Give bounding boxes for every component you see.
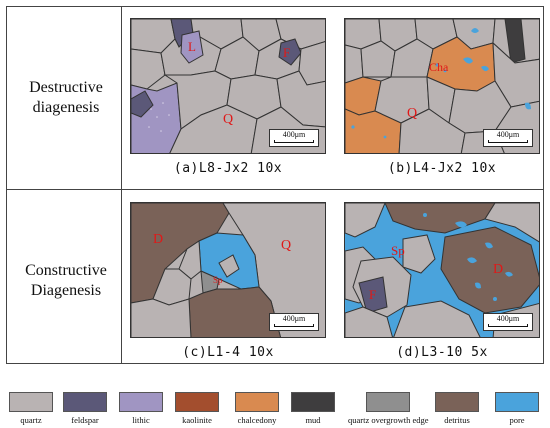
grain-label: L xyxy=(188,39,196,54)
grain-label: Sp xyxy=(391,243,405,258)
column-divider xyxy=(121,6,122,364)
scale-label: 400μm xyxy=(282,130,306,139)
legend-label: detritus xyxy=(444,415,470,425)
grain-label: D xyxy=(493,262,503,277)
row-label-constructive: Constructive Diagenesis xyxy=(8,261,124,301)
row-divider xyxy=(6,189,544,190)
scale-bar: 400μm xyxy=(269,313,319,331)
legend-label: quartz overgrowth edge xyxy=(348,415,429,425)
legend-swatch xyxy=(366,392,410,412)
panel-caption: (a)L8-Jx2 10x xyxy=(173,161,283,176)
legend-item: feldspar xyxy=(54,392,116,425)
grain-label: F xyxy=(283,45,290,60)
scale-label: 400μm xyxy=(282,314,306,323)
legend-swatch xyxy=(235,392,279,412)
panel-d: Sp F D 400μm xyxy=(344,202,540,338)
legend-item: detritus xyxy=(426,392,488,425)
panel-caption: (c)L1-4 10x xyxy=(182,345,274,360)
grain-label: Q xyxy=(223,112,233,127)
grain-label: Sp xyxy=(213,275,223,285)
panel-a: L F Q 400μm xyxy=(130,18,326,154)
legend-swatch xyxy=(175,392,219,412)
legend-item: mud xyxy=(282,392,344,425)
thin-section-a: L F Q xyxy=(131,19,325,153)
legend-swatch xyxy=(119,392,163,412)
legend-item: kaolinite xyxy=(166,392,228,425)
thin-section-b: Cha Q xyxy=(345,19,539,153)
legend-label: chalcedony xyxy=(237,415,277,425)
grain-label: Cha xyxy=(429,60,449,74)
legend-item: pore xyxy=(486,392,548,425)
grain-label: Q xyxy=(281,238,291,253)
legend-swatch xyxy=(291,392,335,412)
scale-bar: 400μm xyxy=(483,313,533,331)
grain-label: F xyxy=(369,287,376,302)
legend-label: feldspar xyxy=(71,415,99,425)
legend-label: lithic xyxy=(132,415,150,425)
legend-item: lithic xyxy=(110,392,172,425)
legend: quartz feldspar lithic kaolinite chalced… xyxy=(0,392,550,428)
scale-bar: 400μm xyxy=(483,129,533,147)
legend-item: quartz xyxy=(0,392,62,425)
legend-label: mud xyxy=(305,415,321,425)
scale-label: 400μm xyxy=(496,314,520,323)
row-label-line: diagenesis xyxy=(32,99,100,116)
legend-label: kaolinite xyxy=(182,415,212,425)
row-label-line: Constructive xyxy=(25,262,107,279)
legend-item: chalcedony xyxy=(226,392,288,425)
row-label-line: Destructive xyxy=(29,79,103,96)
scale-label: 400μm xyxy=(496,130,520,139)
legend-item: quartz overgrowth edge xyxy=(348,392,429,425)
legend-label: quartz xyxy=(20,415,42,425)
legend-swatch xyxy=(63,392,107,412)
row-label-line: Diagenesis xyxy=(30,282,102,299)
legend-swatch xyxy=(9,392,53,412)
grain-label: D xyxy=(153,232,163,247)
panel-caption: (d)L3-10 5x xyxy=(396,345,488,360)
scale-bar: 400μm xyxy=(269,129,319,147)
row-label-destructive: Destructive diagenesis xyxy=(8,78,124,118)
legend-swatch xyxy=(495,392,539,412)
panel-caption: (b)L4-Jx2 10x xyxy=(387,161,497,176)
legend-swatch xyxy=(435,392,479,412)
thin-section-c: D Q Sp xyxy=(131,203,325,337)
panel-c: D Q Sp 400μm xyxy=(130,202,326,338)
legend-label: pore xyxy=(509,415,525,425)
panel-b: Cha Q 400μm xyxy=(344,18,540,154)
grain-label: Q xyxy=(407,106,417,121)
figure-frame xyxy=(6,6,544,364)
